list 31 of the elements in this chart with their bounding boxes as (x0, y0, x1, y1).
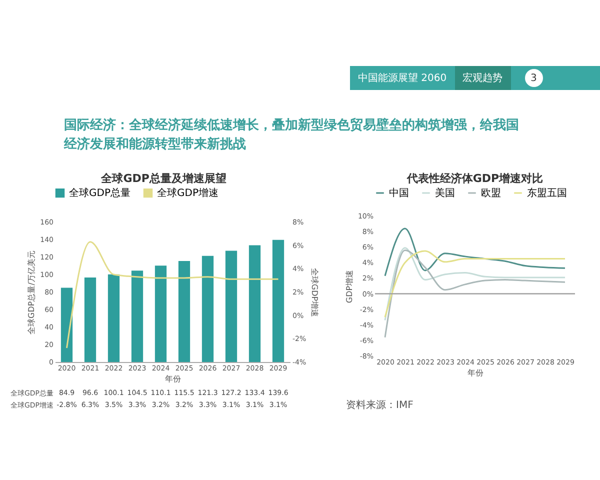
text: 中国能源展望 2060 (357, 72, 448, 85)
bar (131, 270, 144, 362)
bar (202, 256, 214, 362)
text: 资料来源：IMF (346, 398, 414, 412)
chart-title: 全球GDP总量及增速展望 (100, 172, 226, 185)
legend-label: 全球GDP总量 (69, 187, 130, 200)
bar (108, 274, 120, 362)
line-series (384, 249, 566, 338)
bar (248, 245, 261, 362)
bar (178, 260, 190, 362)
text: 国际经济：全球经济延续低速增长，叠加新型绿色贸易壁垒的构筑增强，给我国经济发展和能源转型带来新挑战 (64, 116, 520, 154)
x-axis-title: 年份 (165, 374, 181, 384)
text: 3 (524, 69, 543, 87)
legend-label: 东盟五国 (527, 187, 567, 199)
bar (84, 277, 96, 362)
bar (60, 288, 73, 362)
y-axis-title: 全球GDP总量/万亿美元 (27, 250, 36, 334)
text: 宏观趋势 (454, 66, 511, 90)
line-series (384, 228, 566, 277)
y-axis-title: GDP增速 (344, 270, 354, 304)
bar (225, 250, 238, 362)
legend-label: 欧盟 (481, 187, 501, 199)
legend-label: 美国 (435, 187, 455, 199)
legend-label: 全球GDP增速 (157, 187, 218, 200)
chart-title: 代表性经济体GDP增速对比 (406, 172, 544, 185)
bar (154, 266, 167, 362)
x-axis-title: 年份 (468, 368, 484, 378)
line-series (66, 241, 279, 349)
bar (272, 240, 284, 362)
legend-label: 中国 (389, 187, 409, 199)
y2-axis-title: 全球GDP增速 (310, 268, 320, 318)
